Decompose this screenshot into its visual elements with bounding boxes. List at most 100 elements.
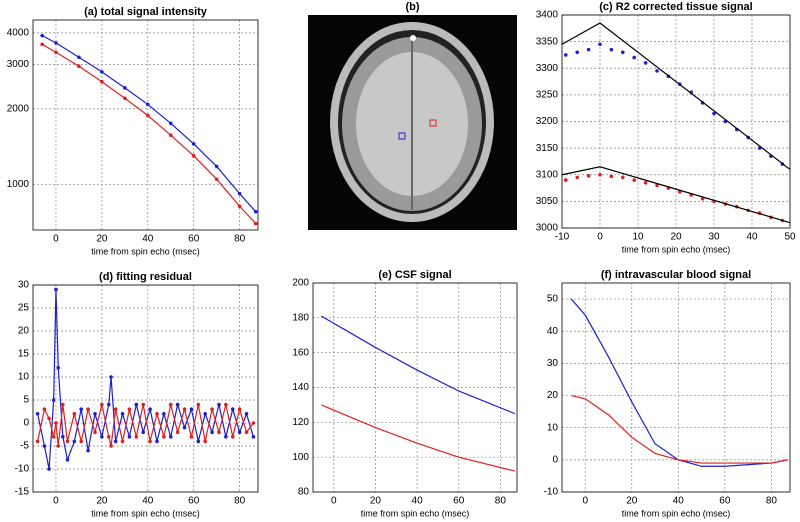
data-point xyxy=(237,204,242,209)
series-line xyxy=(570,298,788,467)
y-tick-label: -5 xyxy=(20,441,29,452)
plot-frame xyxy=(312,282,518,493)
data-point xyxy=(113,407,118,412)
data-point xyxy=(42,444,47,448)
y-tick-label: 15 xyxy=(18,349,30,360)
y-tick-label: 1000 xyxy=(7,179,30,190)
y-tick-label: 3250 xyxy=(536,90,559,101)
y-tick-label: 30 xyxy=(547,358,559,369)
data-point xyxy=(598,172,602,177)
data-point xyxy=(79,439,84,444)
series-line xyxy=(561,22,791,170)
marker-spot xyxy=(410,35,416,41)
blue-roi xyxy=(398,132,406,140)
plot-frame xyxy=(32,284,259,493)
data-point xyxy=(86,407,90,412)
data-point xyxy=(51,435,56,439)
x-tick-label: 0 xyxy=(53,496,59,507)
x-tick-label: 0 xyxy=(582,496,588,507)
data-point xyxy=(100,79,104,84)
data-point xyxy=(182,407,187,412)
y-tick-label: 3200 xyxy=(536,116,559,127)
data-point xyxy=(72,439,77,444)
x-tick-label: 20 xyxy=(96,496,108,507)
data-point xyxy=(237,430,242,435)
data-point xyxy=(65,439,70,444)
x-tick-label: 40 xyxy=(673,496,685,507)
data-point xyxy=(564,53,568,57)
data-point xyxy=(134,435,139,439)
data-point xyxy=(175,402,180,407)
series-line xyxy=(41,35,257,213)
x-axis-label: time from spin echo (msec) xyxy=(91,508,200,518)
data-point xyxy=(655,69,659,73)
data-point xyxy=(598,42,602,47)
data-point xyxy=(77,55,81,60)
data-point xyxy=(145,102,150,107)
data-point xyxy=(155,412,159,416)
y-tick-label: 50 xyxy=(547,294,559,305)
data-point xyxy=(253,221,258,226)
chart-title: (f) intravascular blood signal xyxy=(601,269,751,281)
chart-title: (c) R2 corrected tissue signal xyxy=(599,1,752,13)
data-point xyxy=(162,435,166,439)
data-point xyxy=(210,430,214,435)
y-tick-label: 5 xyxy=(23,395,29,406)
data-point xyxy=(168,435,173,439)
x-tick-label: -10 xyxy=(555,232,570,243)
y-tick-label: 10 xyxy=(547,422,559,433)
x-axis-label: time from spin echo (msec) xyxy=(361,508,470,518)
x-tick-label: 10 xyxy=(632,232,644,243)
x-axis-label: time from spin echo (msec) xyxy=(622,244,731,254)
data-point xyxy=(100,402,104,407)
data-point xyxy=(120,439,125,444)
y-tick-label: 120 xyxy=(292,417,309,428)
chart-title: (d) fitting residual xyxy=(99,271,192,283)
series-line xyxy=(571,394,788,464)
brain-image xyxy=(308,15,517,230)
y-tick-label: 3350 xyxy=(536,36,559,47)
data-point xyxy=(214,164,219,169)
data-point xyxy=(134,402,139,407)
data-point xyxy=(56,366,61,370)
data-point xyxy=(56,444,61,448)
data-point xyxy=(106,402,111,407)
data-point xyxy=(40,33,44,38)
x-tick-label: 20 xyxy=(626,496,638,507)
data-point xyxy=(224,435,228,439)
data-point xyxy=(113,439,118,444)
y-tick-label: 2000 xyxy=(7,103,30,114)
data-point xyxy=(65,458,70,462)
data-point xyxy=(127,435,132,439)
data-point xyxy=(632,55,636,60)
series-line xyxy=(321,315,516,415)
data-point xyxy=(191,154,196,158)
y-tick-label: 40 xyxy=(547,326,559,337)
data-point xyxy=(217,402,221,407)
y-tick-label: 10 xyxy=(18,372,30,383)
data-point xyxy=(230,407,235,412)
data-point xyxy=(42,407,47,412)
data-point xyxy=(61,435,65,439)
x-tick-label: 60 xyxy=(719,496,731,507)
y-tick-label: 3300 xyxy=(536,63,559,74)
series-line xyxy=(561,166,791,224)
y-tick-label: 3150 xyxy=(536,143,559,154)
x-tick-label: 0 xyxy=(597,232,603,243)
data-point xyxy=(148,407,152,412)
series-line xyxy=(37,289,254,470)
plot-frame xyxy=(561,14,791,229)
data-point xyxy=(203,439,207,444)
data-point xyxy=(47,416,51,421)
y-tick-label: 25 xyxy=(18,303,30,314)
red-roi xyxy=(429,119,437,127)
data-point xyxy=(712,111,716,116)
series-line xyxy=(41,43,257,224)
y-tick-label: 200 xyxy=(292,278,309,289)
data-point xyxy=(100,435,104,439)
data-point xyxy=(621,175,625,180)
data-point xyxy=(54,421,58,425)
data-point xyxy=(93,412,97,416)
data-point xyxy=(106,435,111,439)
